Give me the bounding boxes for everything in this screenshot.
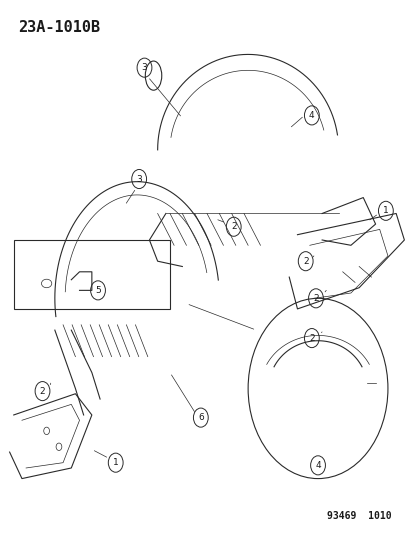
Text: 4: 4 [308, 111, 314, 120]
Text: 1: 1 [382, 206, 388, 215]
Text: 2: 2 [302, 257, 308, 265]
Text: 93469  1010: 93469 1010 [327, 511, 391, 521]
Text: 1: 1 [113, 458, 118, 467]
Text: 2: 2 [312, 294, 318, 303]
Text: 6: 6 [197, 413, 203, 422]
Text: 2: 2 [230, 222, 236, 231]
Text: 2: 2 [40, 386, 45, 395]
Text: 3: 3 [141, 63, 147, 72]
Text: 23A-1010B: 23A-1010B [18, 20, 100, 35]
Text: 5: 5 [95, 286, 101, 295]
Text: 4: 4 [314, 461, 320, 470]
Text: 3: 3 [136, 174, 142, 183]
Text: 2: 2 [308, 334, 314, 343]
